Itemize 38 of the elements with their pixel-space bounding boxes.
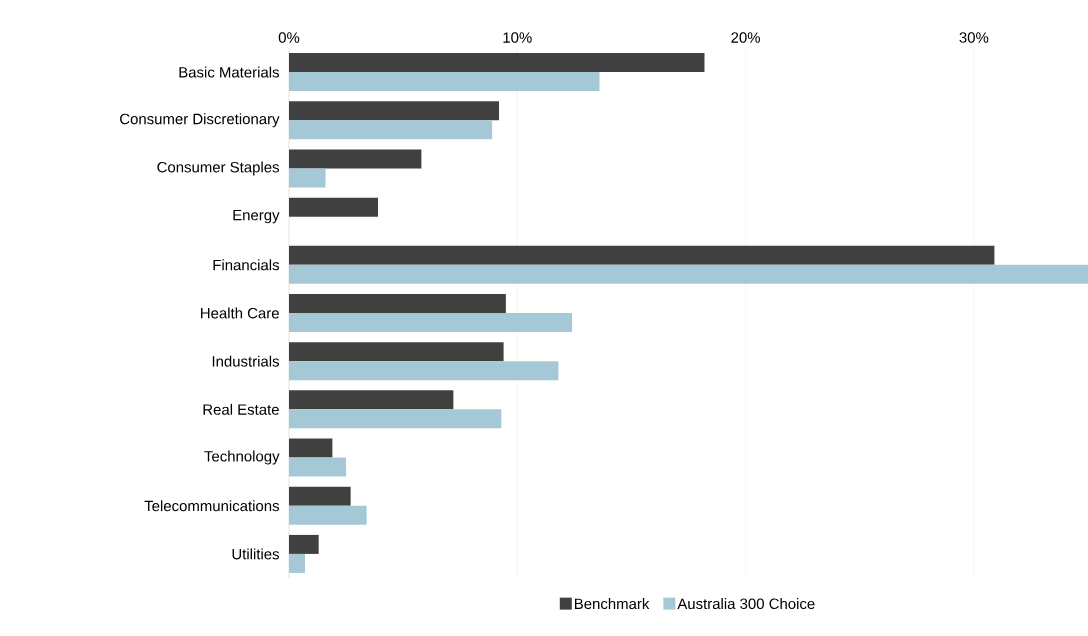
bar — [289, 553, 305, 573]
bar — [289, 149, 422, 169]
bar — [289, 294, 506, 313]
bar — [289, 457, 347, 477]
bar — [289, 72, 600, 92]
bar — [289, 313, 573, 332]
y-tick-label: Consumer Staples — [157, 161, 279, 176]
bar — [289, 534, 319, 554]
x-tick-label: 0% — [278, 32, 300, 43]
y-tick-label: Utilities — [232, 548, 280, 560]
bar — [289, 53, 705, 73]
x-tick-label: 30% — [959, 32, 989, 43]
bar — [289, 120, 493, 140]
bar — [289, 486, 351, 506]
y-tick-label: Technology — [204, 450, 280, 465]
bar — [289, 361, 559, 381]
bar — [289, 505, 367, 525]
y-tick-label: Telecommunications — [144, 500, 280, 512]
bar — [289, 342, 504, 362]
legend-label: Australia 300 Choice — [677, 598, 815, 610]
y-tick-label: Energy — [233, 209, 280, 224]
bar — [289, 438, 333, 458]
bar — [289, 390, 454, 410]
legend-label: Benchmark — [574, 598, 650, 610]
bar — [289, 168, 326, 188]
y-tick-label: Financials — [213, 259, 279, 271]
bar — [289, 245, 995, 265]
y-tick-label: Real Estate — [203, 403, 279, 415]
bar — [289, 101, 500, 121]
bar — [289, 197, 379, 217]
x-tick-label: 20% — [731, 32, 760, 43]
bar — [289, 409, 502, 429]
y-tick-label: Health Care — [201, 307, 279, 319]
y-tick-label: Industrials — [212, 355, 280, 367]
y-tick-label: Consumer Discretionary — [120, 113, 280, 128]
x-tick-label: 10% — [503, 32, 532, 43]
y-tick-label: Basic Materials — [179, 66, 279, 78]
bar — [289, 264, 1088, 284]
